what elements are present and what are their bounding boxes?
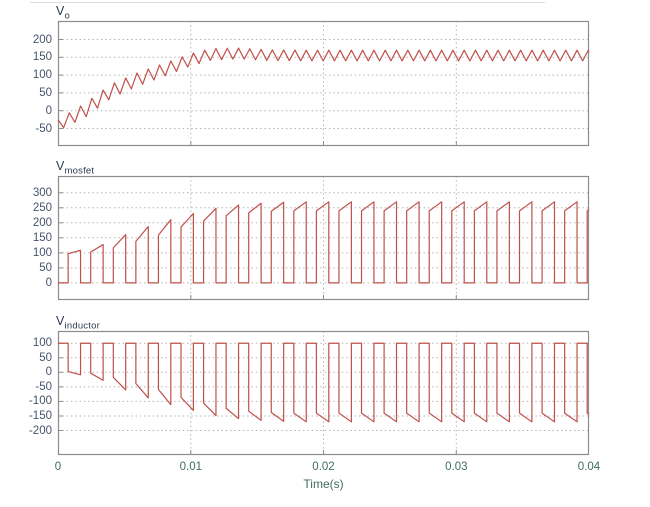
y-tick-label: 250 [32,201,52,214]
y-tick-label: 300 [32,186,52,199]
y-tick-label: 200 [32,33,52,46]
y-tick-label: 200 [32,216,52,229]
x-tick-label: 0.03 [445,461,468,473]
vinductor-plot-canvas [57,330,590,456]
x-axis-title: Time(s) [303,477,344,491]
vo-plot-canvas [57,20,590,147]
vmosfet-trace [58,201,590,284]
y-tick-label: 100 [32,337,52,350]
axes-box [57,20,590,147]
y-tick-label: 50 [39,351,52,364]
x-tick-label: 0 [54,461,62,473]
y-tick-label: 150 [32,51,52,64]
vo-title-prefix: V [56,4,65,18]
y-tick-label: -150 [28,410,52,422]
vo-trace [57,47,590,129]
x-tick-label: 0.04 [577,461,601,473]
vinductor-plot-title: Vinductor [56,314,100,332]
vmosfet-plot-title: Vmosfet [56,159,94,177]
y-tick-label: 100 [32,69,52,82]
y-tick-label: 150 [32,231,52,244]
y-tick-label: 0 [45,104,52,117]
vmosfet-title-prefix: V [56,159,65,173]
y-tick-label: 50 [39,86,52,99]
vo-plot-title: Vo [56,4,70,22]
vo-title-subscript: o [64,10,71,22]
y-tick-label: -50 [35,122,52,135]
window-edge-artifact [30,2,545,3]
vinductor-title-subscript: inductor [64,320,100,332]
vmosfet-title-subscript: mosfet [64,165,95,177]
y-tick-label: 0 [45,276,52,289]
y-tick-label: 50 [39,261,52,274]
y-tick-label: -100 [28,395,52,408]
axes-box [57,175,590,301]
y-tick-label: -200 [28,424,52,437]
vinductor-trace [58,342,590,423]
y-tick-label: 100 [32,246,52,259]
y-tick-label: 0 [45,366,52,379]
x-tick-label: 0.02 [312,461,335,473]
vmosfet-plot-canvas [57,175,590,301]
vinductor-title-prefix: V [56,314,65,328]
x-tick-label: 0.01 [179,461,202,473]
y-tick-label: -50 [35,380,52,393]
axes-box [57,330,590,456]
